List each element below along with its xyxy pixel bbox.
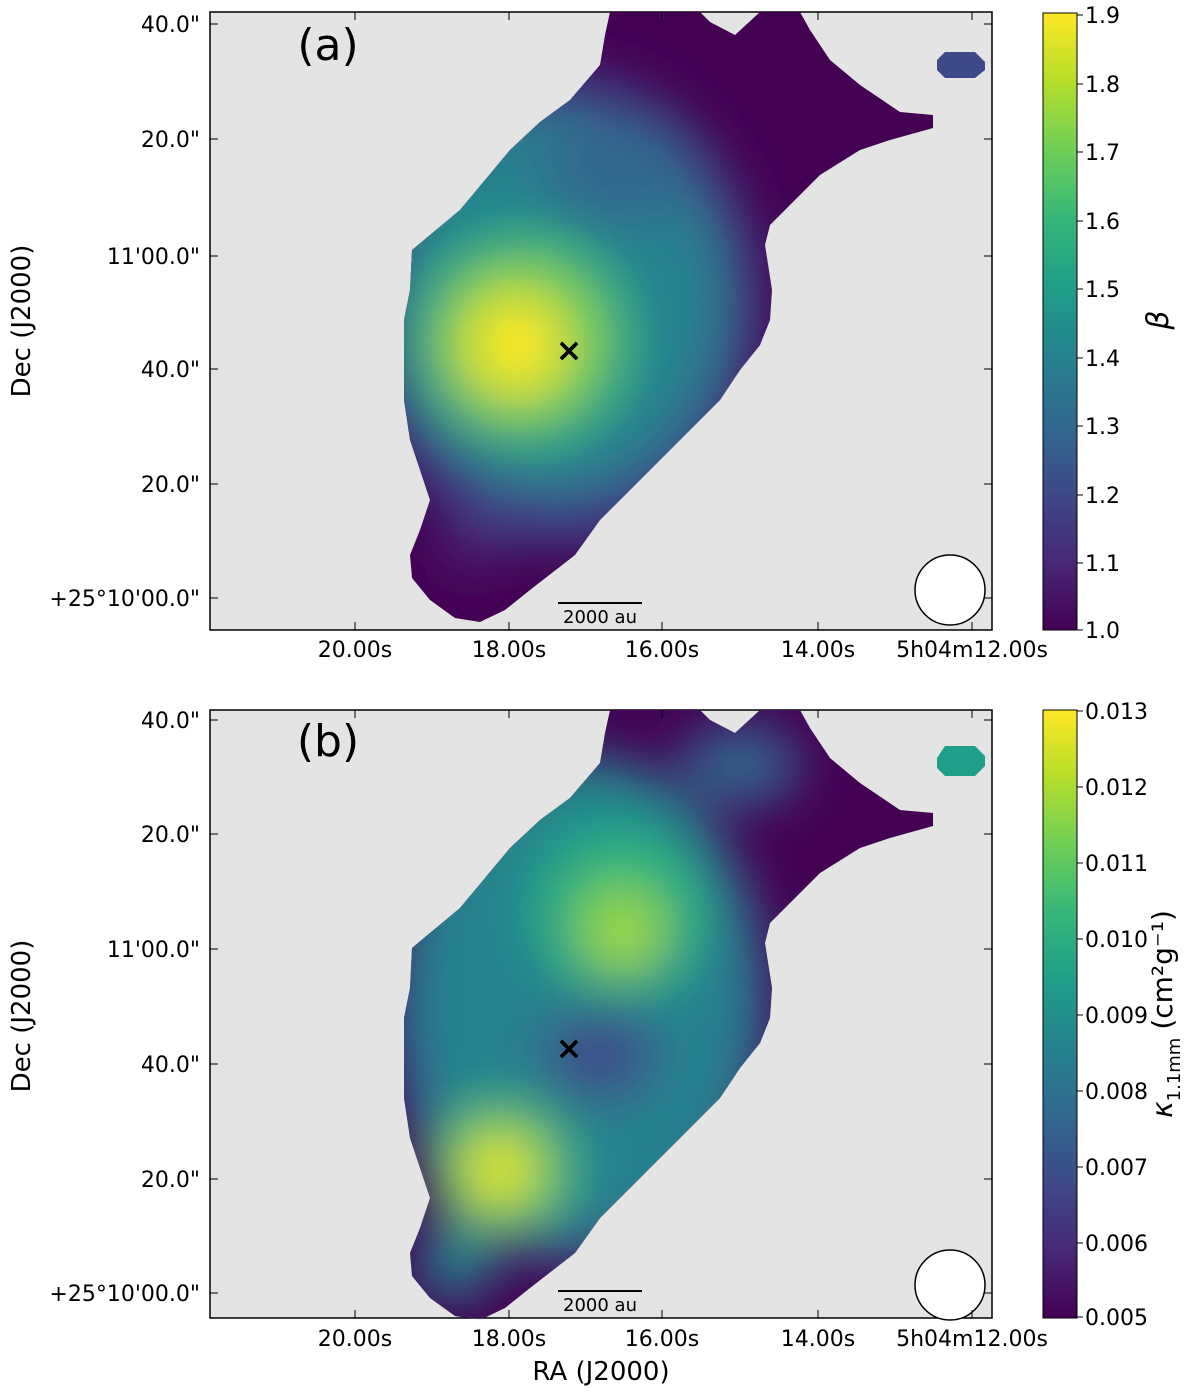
- y-axis-title-a: Dec (J2000): [7, 245, 37, 398]
- y-tick-label: 40.0": [141, 358, 200, 383]
- panel-label-b: (b): [297, 716, 359, 767]
- colorbar-tick-label: 0.008: [1085, 1080, 1148, 1105]
- x-axis-title: RA (J2000): [532, 1357, 669, 1387]
- colorbar-a: 1.0 1.1 1.2 1.3 1.4 1.5 1.6 1.7 1.8 1.9 …: [1042, 4, 1176, 644]
- x-ticks-a: [354, 12, 973, 630]
- colorbar-tick-label: 1.6: [1085, 210, 1120, 235]
- colorbar-tick-label: 1.0: [1085, 619, 1120, 644]
- colorbar-label-a: β: [1141, 310, 1176, 330]
- svg-text:×: ×: [556, 1029, 583, 1067]
- kappa-units: (cm²g⁻¹): [1146, 910, 1179, 1030]
- y-tick-label: 11'00.0": [107, 938, 200, 963]
- kappa-subscript: 1.1mm: [1164, 1038, 1185, 1102]
- colorbar-tick-label: 1.1: [1085, 552, 1120, 577]
- colorbar-tick-label: 1.9: [1085, 4, 1120, 29]
- x-tick-label: 20.00s: [318, 638, 392, 663]
- kappa-small-blob: [937, 746, 985, 776]
- y-tick-label: +25°10'00.0": [49, 1282, 200, 1307]
- y-axis-title-b: Dec (J2000): [7, 940, 37, 1093]
- colorbar-ticks-b: [1077, 710, 1083, 1318]
- y-tick-label: 11'00.0": [107, 245, 200, 270]
- scale-bar-a: 2000 au: [558, 602, 642, 628]
- panel-label-a: (a): [297, 20, 358, 71]
- colorbar-tick-label: 1.8: [1085, 73, 1120, 98]
- x-tick-label: 16.00s: [625, 638, 699, 663]
- protostar-marker-b: ×: [556, 1029, 583, 1067]
- x-tick-label: 18.00s: [472, 638, 546, 663]
- y-ticks-a: [210, 23, 992, 599]
- y-tick-labels-a: 40.0" 20.0" 11'00.0" 40.0" 20.0" +25°10'…: [49, 13, 200, 612]
- beta-small-blob: [937, 52, 985, 78]
- colorbar-tick-label: 0.010: [1085, 928, 1148, 953]
- y-tick-label: 20.0": [141, 128, 200, 153]
- y-tick-label: 20.0": [141, 1168, 200, 1193]
- colorbar-tick-label: 0.013: [1085, 700, 1148, 725]
- y-tick-label: 40.0": [141, 13, 200, 38]
- x-tick-label: 16.00s: [625, 1327, 699, 1352]
- colorbar-tick-label: 0.005: [1085, 1306, 1148, 1331]
- x-ticks-b: [354, 710, 973, 1318]
- colorbar-tick-label: 1.5: [1085, 278, 1120, 303]
- y-tick-label: 20.0": [141, 473, 200, 498]
- colorbar-tick-label: 0.007: [1085, 1156, 1148, 1181]
- kappa-symbol: κ: [1146, 1101, 1179, 1118]
- colorbar-tick-label: 0.012: [1085, 776, 1148, 801]
- scale-bar-b: 2000 au: [558, 1290, 642, 1316]
- svg-text:×: ×: [556, 331, 583, 369]
- y-tick-label: 40.0": [141, 709, 200, 734]
- colorbar-ticks-a: [1077, 14, 1083, 631]
- colorbar-tick-label: 0.006: [1085, 1232, 1148, 1257]
- scale-bar-label-b: 2000 au: [563, 1295, 637, 1316]
- protostar-marker-a: ×: [556, 331, 583, 369]
- x-tick-labels-a: 20.00s 18.00s 16.00s 14.00s 5h04m12.00s: [318, 638, 1048, 663]
- colorbar-tick-label: 1.7: [1085, 141, 1120, 166]
- y-tick-label: 40.0": [141, 1053, 200, 1078]
- x-tick-label: 18.00s: [472, 1327, 546, 1352]
- colorbar-tick-label: 0.011: [1085, 852, 1148, 877]
- x-tick-label: 14.00s: [781, 638, 855, 663]
- y-ticks-b: [210, 719, 992, 1294]
- colorbar-tick-label: 1.3: [1085, 415, 1120, 440]
- y-tick-label: 20.0": [141, 823, 200, 848]
- panel-b: × 2000 au (b) 40.0" 20.0" 11'00.0" 4: [7, 700, 1185, 1387]
- scale-bar-label-a: 2000 au: [563, 607, 637, 628]
- beam-circle-a: [914, 554, 986, 626]
- y-tick-labels-b: 40.0" 20.0" 11'00.0" 40.0" 20.0" +25°10'…: [49, 709, 200, 1307]
- beam-circle-b: [914, 1249, 986, 1321]
- colorbar-tick-label: 0.009: [1085, 1004, 1148, 1029]
- x-tick-label: 5h04m12.00s: [896, 638, 1048, 663]
- colorbar-tick-label: 1.4: [1085, 347, 1120, 372]
- x-tick-label: 14.00s: [781, 1327, 855, 1352]
- x-tick-label: 20.00s: [318, 1327, 392, 1352]
- colorbar-tick-label: 1.2: [1085, 484, 1120, 509]
- colorbar-b: 0.005 0.006 0.007 0.008 0.009 0.010 0.01…: [1042, 700, 1185, 1331]
- y-tick-label: +25°10'00.0": [49, 587, 200, 612]
- colorbar-label-b: κ1.1mm (cm²g⁻¹): [1146, 910, 1185, 1118]
- panel-a: × 2000 au (a) 40.0" 20.0": [7, 4, 1176, 663]
- x-tick-labels-b: 20.00s 18.00s 16.00s 14.00s 5h04m12.00s: [318, 1327, 1048, 1352]
- x-tick-label: 5h04m12.00s: [896, 1327, 1048, 1352]
